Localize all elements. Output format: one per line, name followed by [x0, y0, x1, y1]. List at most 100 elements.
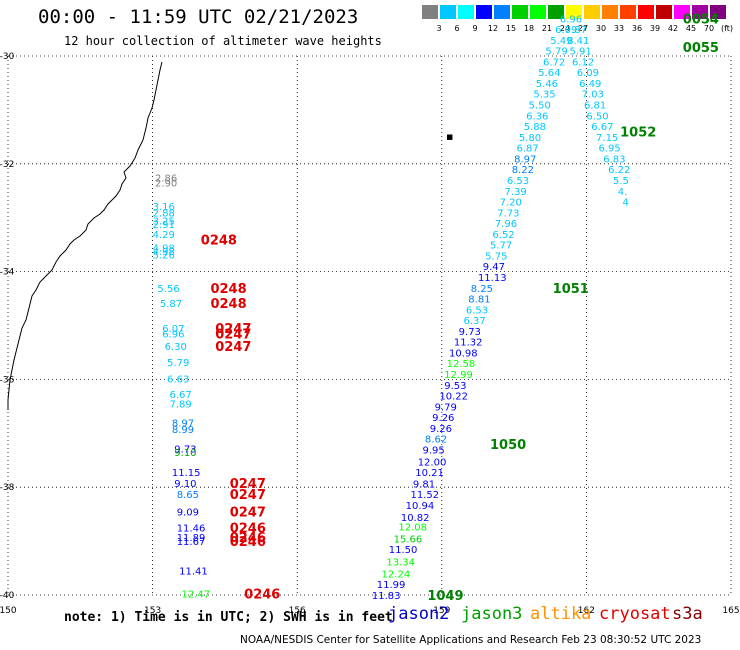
swh-value-label: 2.88	[153, 208, 175, 219]
pass-time-label: 1051	[553, 282, 589, 297]
swh-value-label: 5.75	[485, 251, 507, 262]
swh-value-label: 11.67	[177, 537, 206, 548]
map-subtitle: 12 hour collection of altimeter wave hei…	[64, 34, 382, 48]
swh-value-label: 11.99	[377, 580, 406, 591]
swh-value-label: 5.50	[529, 101, 551, 112]
swh-value-label: 6.72	[543, 57, 565, 68]
swh-value-label: 5.35	[533, 90, 555, 101]
swh-value-label: 6.09	[577, 68, 599, 79]
swh-value-label: 3.25	[153, 216, 175, 227]
swh-value-label: 11.41	[179, 567, 208, 578]
pass-time-label: 0055	[683, 41, 719, 56]
pass-time-label: 0246	[244, 587, 280, 602]
color-scale-label: 70	[703, 24, 715, 33]
swh-value-label: 2.90	[155, 179, 177, 190]
lat-tick-label: -40	[0, 591, 15, 601]
color-scale-label: 9	[472, 24, 478, 33]
swh-value-label: 4.98	[153, 243, 175, 254]
pass-time-label: 0247	[230, 505, 266, 520]
legend-item-altika: altika	[530, 604, 592, 624]
swh-value-label: 5.26	[153, 250, 175, 261]
pass-time-label: 0247	[230, 477, 266, 492]
color-scale-swatch	[602, 5, 618, 19]
pass-time-label: 0248	[210, 297, 246, 312]
swh-value-label: 11.89	[177, 533, 206, 544]
swh-value-label: 12.99	[444, 370, 473, 381]
color-scale-label: 15	[505, 24, 517, 33]
swh-value-label: 4.29	[153, 230, 175, 241]
lon-tick-label: 153	[144, 606, 161, 616]
color-scale-swatch	[566, 5, 582, 19]
swh-value-label: 8.41	[567, 36, 589, 47]
pass-time-label: 1050	[490, 438, 526, 453]
pass-time-label: 0247	[215, 328, 251, 343]
lat-tick-label: -34	[0, 268, 15, 278]
swh-value-label: 7.20	[500, 198, 522, 209]
swh-value-label: 6.96	[162, 330, 184, 341]
swh-value-label: 9.26	[430, 424, 452, 435]
pass-time-label: 0248	[210, 282, 246, 297]
swh-value-label: 7.89	[169, 400, 191, 411]
swh-value-label: 6.30	[165, 342, 187, 353]
color-scale-label: 45	[685, 24, 697, 33]
swh-value-label: 8.62	[425, 435, 447, 446]
swh-value-label: 6.96	[560, 14, 582, 25]
swh-value-label: 2.86	[155, 173, 177, 184]
swh-value-label: 13.34	[386, 558, 415, 569]
pass-time-label: 0054	[683, 12, 719, 27]
swh-value-label: 10.82	[401, 513, 430, 524]
lon-tick-label: 165	[722, 606, 739, 616]
swh-value-label: 6.87	[517, 144, 539, 155]
color-scale-swatch	[548, 5, 564, 19]
swh-value-label: 11.13	[478, 273, 507, 284]
color-scale-swatch	[638, 5, 654, 19]
swh-value-label: 9.10	[174, 448, 196, 459]
swh-value-label: 9.79	[435, 402, 457, 413]
swh-value-label: 6.53	[507, 176, 529, 187]
pass-time-labels: 0248024802480247024702470247024702470246…	[201, 12, 719, 604]
swh-value-label: 7.39	[504, 187, 526, 198]
swh-value-label: 8.97	[172, 419, 194, 430]
swh-value-label: 10.22	[439, 392, 468, 403]
legend-item-jason3: jason3	[461, 604, 523, 624]
color-scale-swatch	[422, 5, 438, 19]
swh-value-label: 5.77	[490, 241, 512, 252]
swh-value-label: 6.37	[463, 316, 485, 327]
swh-value-label: 6.67	[169, 390, 191, 401]
swh-value-label: 5.5	[613, 176, 629, 187]
color-scale-swatch	[674, 5, 690, 19]
legend-item-s3a: s3a	[672, 604, 703, 624]
swh-value-label: 9.09	[177, 507, 199, 518]
swh-value-label: 6.67	[591, 122, 613, 133]
swh-value-label: 8.97	[514, 154, 536, 165]
color-scale-label: 42	[667, 24, 679, 33]
swh-value-label: 4	[623, 198, 629, 209]
lat-tick-label: -30	[0, 52, 15, 62]
swh-value-label: 7.87	[565, 25, 587, 36]
color-scale-swatch	[476, 5, 492, 19]
graticule	[7, 55, 732, 596]
swh-value-label: 10.94	[406, 501, 435, 512]
map-title: 00:00 - 11:59 UTC 02/21/2023	[38, 6, 359, 28]
swh-value-label: 6.95	[598, 144, 620, 155]
color-scale-swatch	[656, 5, 672, 19]
pass-time-label: 0246	[230, 522, 266, 537]
swh-value-label: 7.03	[582, 90, 604, 101]
lat-tick-label: -36	[0, 375, 15, 385]
lon-tick-label: 162	[578, 606, 595, 616]
swh-value-label: 9.10	[174, 479, 196, 490]
swh-value-label: 5.49	[550, 36, 572, 47]
color-scale-swatch	[692, 5, 708, 19]
swh-value-label: 6.07	[162, 324, 184, 335]
swh-value-label: 9.53	[444, 381, 466, 392]
swh-value-label: 9.73	[459, 327, 481, 338]
swh-value-label: 6.83	[603, 154, 625, 165]
swh-value-label: 3.16	[153, 202, 175, 213]
color-scale-label: 39	[649, 24, 661, 33]
pass-time-label: 1052	[620, 125, 656, 140]
swh-value-label: 7.96	[495, 219, 517, 230]
swh-value-label: 9.73	[174, 444, 196, 455]
swh-value-label: 11.15	[172, 468, 201, 479]
swh-value-label: 9.47	[483, 262, 505, 273]
